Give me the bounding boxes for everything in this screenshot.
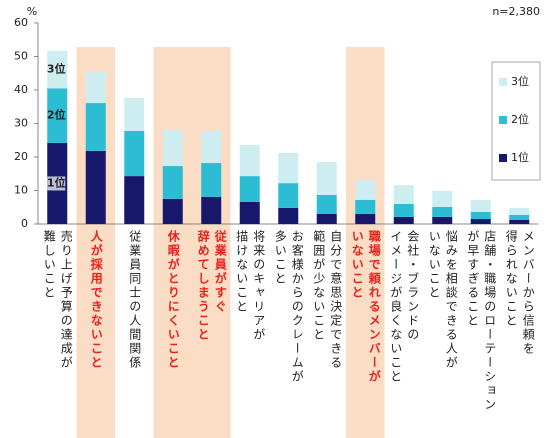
bar-segment (432, 190, 453, 207)
segment-label-bg (47, 176, 66, 191)
category-label: 自分で意思決定できる 範囲が少ないこと (311, 230, 343, 370)
category-label: 将来のキャリアが 描けないこと (234, 230, 266, 342)
bar-segment (316, 213, 337, 224)
bar-segment (316, 194, 337, 214)
segment-label: 3位 (47, 62, 66, 76)
bar-segment (393, 185, 414, 204)
bar-segment (316, 162, 337, 195)
legend-swatch (499, 78, 507, 86)
category-label: 売り上げ予算の達成が 難しいこと (42, 230, 74, 370)
bar-segment (470, 211, 491, 219)
bar-segment (470, 218, 491, 224)
legend-label: 1位 (511, 150, 529, 164)
bar-segment (278, 207, 299, 224)
y-tick-label: 30 (14, 117, 28, 130)
bar-segment (509, 219, 530, 224)
category-label: 従業員がすぐ 辞めてしまうこと (196, 230, 228, 342)
y-tick-label: 40 (14, 83, 28, 96)
highlight-band (153, 47, 192, 438)
bar-segment (85, 71, 106, 104)
category-label: 店舗・職場のローテーション が早すぎること (465, 230, 497, 412)
category-label: お客様からのクレームが 多いこと (273, 230, 305, 384)
bar-segment (124, 98, 145, 131)
bar-segment (239, 201, 260, 224)
bar-segment (162, 129, 183, 167)
bar-segment (393, 203, 414, 217)
y-unit: % (27, 5, 37, 18)
highlight-band (346, 47, 385, 438)
legend-label: 2位 (511, 112, 529, 126)
segment-label: 1位 (47, 175, 66, 189)
legend-label: 3位 (511, 74, 529, 88)
bar-segment (355, 213, 376, 224)
bar-segment (47, 50, 68, 89)
highlight-band (192, 47, 231, 438)
bar-segment (162, 166, 183, 199)
bar-segment (124, 130, 145, 177)
bar-segment (432, 216, 453, 224)
bar-segment (85, 150, 106, 224)
sample-note: n=2,380 (492, 5, 540, 18)
category-label: 会社・ブランドの イメージが良くないこと (388, 230, 420, 384)
bar-segment (162, 198, 183, 224)
category-label: 職場で頼れるメンバーが いないこと (350, 230, 382, 384)
bar-segment (278, 183, 299, 208)
y-tick-label: 50 (14, 50, 28, 63)
y-tick-label: 60 (14, 16, 28, 29)
bar-segment (355, 199, 376, 214)
y-tick-label: 20 (14, 150, 28, 163)
bar-segment (201, 130, 222, 164)
segment-label: 2位 (47, 108, 66, 122)
bar-segment (355, 180, 376, 200)
category-label: メンバーから信頼を 得られないこと (504, 230, 536, 356)
category-label: 悩みを相談できる人が いないこと (427, 230, 459, 370)
legend-swatch (499, 154, 507, 162)
y-tick-label: 0 (21, 217, 28, 230)
legend-swatch (499, 116, 507, 124)
bar-segment (278, 152, 299, 184)
category-label: 休暇がとりにくいこと (166, 230, 181, 370)
bar-segment (201, 196, 222, 224)
bar-segment (509, 207, 530, 215)
bar-segment (432, 206, 453, 217)
category-label: 従業員同士の人間関係 (127, 230, 142, 370)
bar-segment (124, 176, 145, 224)
y-tick-label: 10 (14, 184, 28, 197)
bar-segment (470, 199, 491, 212)
bar-segment (201, 163, 222, 197)
bar-segment (239, 144, 260, 177)
bar-segment (393, 216, 414, 224)
bar-segment (85, 103, 106, 151)
bar-segment (239, 176, 260, 202)
bar-segment (47, 88, 68, 143)
category-label: 人が採用できないこと (89, 230, 104, 370)
bar-segment (509, 214, 530, 220)
